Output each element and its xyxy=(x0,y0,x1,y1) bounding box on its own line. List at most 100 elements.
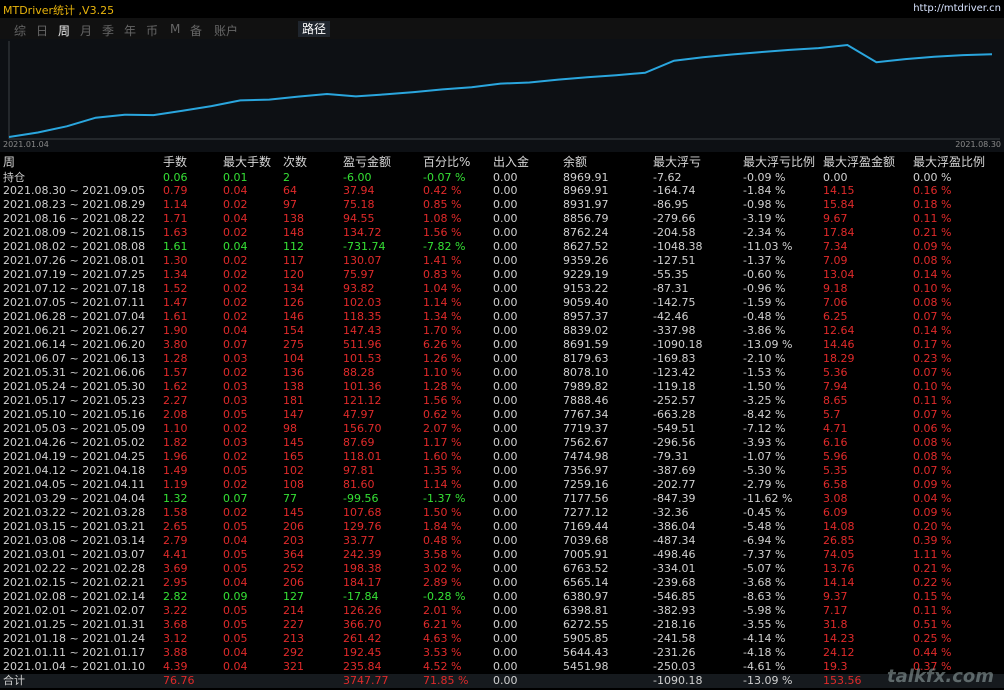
row-6-cell-7: 9229.19 xyxy=(563,268,609,281)
weekly-stats-table: 周 手数 最大手数 次数 盈亏金额 百分比% 出入金 余额 最大浮亏 最大浮亏比例 最大浮盈金额 最大… xyxy=(0,154,1004,690)
row-19-cell-2: 0.02 xyxy=(223,450,248,463)
row-19-cell-11: 0.08 % xyxy=(913,450,952,463)
path-button[interactable]: 路径 xyxy=(298,21,331,37)
table-row: 2021.07.12 ~ 2021.07.18 1.52 0.02 134 93.82 1… xyxy=(0,282,1004,296)
table-row: 2021.05.24 ~ 2021.05.30 1.62 0.03 138 101.36… xyxy=(0,380,1004,394)
row-8-cell-8: -142.75 xyxy=(653,296,696,309)
row-13-cell-1: 1.57 xyxy=(163,366,188,379)
header-cell-0: 周 xyxy=(3,155,16,169)
chart-start-date: 2021.01.04 xyxy=(3,140,49,149)
row-33-cell-7: 5644.43 xyxy=(563,646,609,659)
row-34-cell-10: 19.3 xyxy=(823,660,848,673)
row-5-cell-5: 1.41 % xyxy=(423,254,462,267)
table-row: 2021.04.12 ~ 2021.04.18 1.49 0.05 102 97.81 1… xyxy=(0,464,1004,478)
row-11-cell-4: 511.96 xyxy=(343,338,382,351)
row-0-cell-1: 0.79 xyxy=(163,184,188,197)
row-18-cell-7: 7562.67 xyxy=(563,436,609,449)
open-cell-3: 2 xyxy=(283,171,290,184)
row-26-cell-1: 4.41 xyxy=(163,548,188,561)
row-25-cell-10: 26.85 xyxy=(823,534,855,547)
header-cell-2: 最大手数 xyxy=(223,155,272,169)
header-cell-11: 最大浮盈比例 xyxy=(913,155,986,169)
tab-1[interactable]: 日 xyxy=(36,24,49,38)
tab-6[interactable]: 币 xyxy=(146,24,159,38)
row-27-cell-10: 13.76 xyxy=(823,562,855,575)
row-25-cell-1: 2.79 xyxy=(163,534,188,547)
tab-0[interactable]: 综 xyxy=(14,24,27,38)
row-16-cell-11: 0.07 % xyxy=(913,408,952,421)
row-31-cell-6: 0.00 xyxy=(493,618,518,631)
row-13-cell-11: 0.07 % xyxy=(913,366,952,379)
row-30-cell-5: 2.01 % xyxy=(423,604,462,617)
row-9-cell-7: 8957.37 xyxy=(563,310,609,323)
row-14-cell-11: 0.10 % xyxy=(913,380,952,393)
tab-3[interactable]: 月 xyxy=(80,24,93,38)
row-28-cell-10: 14.14 xyxy=(823,576,855,589)
tab-8[interactable]: 备 xyxy=(190,24,203,38)
open-cell-1: 0.06 xyxy=(163,171,188,184)
row-10-cell-10: 12.64 xyxy=(823,324,855,337)
row-0-cell-11: 0.16 % xyxy=(913,184,952,197)
row-6-cell-1: 1.34 xyxy=(163,268,188,281)
row-29-cell-1: 2.82 xyxy=(163,590,188,603)
tab-9[interactable]: 账户 xyxy=(214,24,239,38)
row-14-cell-7: 7989.82 xyxy=(563,380,609,393)
row-29-cell-2: 0.09 xyxy=(223,590,248,603)
row-20-cell-0: 2021.04.12 ~ 2021.04.18 xyxy=(3,464,146,477)
row-27-cell-1: 3.69 xyxy=(163,562,188,575)
table-row: 2021.04.26 ~ 2021.05.02 1.82 0.03 145 87.69 1… xyxy=(0,436,1004,450)
row-7-cell-3: 134 xyxy=(283,282,304,295)
row-33-cell-11: 0.44 % xyxy=(913,646,952,659)
row-11-cell-5: 6.26 % xyxy=(423,338,462,351)
row-30-cell-1: 3.22 xyxy=(163,604,188,617)
header-cell-7: 余额 xyxy=(563,155,588,169)
row-8-cell-11: 0.08 % xyxy=(913,296,952,309)
row-27-cell-5: 3.02 % xyxy=(423,562,462,575)
table-row: 2021.06.07 ~ 2021.06.13 1.28 0.03 104 101.53… xyxy=(0,352,1004,366)
row-1-cell-2: 0.02 xyxy=(223,198,248,211)
row-22-cell-11: 0.04 % xyxy=(913,492,952,505)
tab-7[interactable]: M xyxy=(170,22,181,36)
row-26-cell-5: 3.58 % xyxy=(423,548,462,561)
tab-5[interactable]: 年 xyxy=(124,24,137,38)
row-20-cell-5: 1.35 % xyxy=(423,464,462,477)
row-10-cell-2: 0.04 xyxy=(223,324,248,337)
row-26-cell-11: 1.11 % xyxy=(913,548,952,561)
table-row: 2021.08.30 ~ 2021.09.05 0.79 0.04 64 37.94 0.… xyxy=(0,184,1004,198)
row-33-cell-5: 3.53 % xyxy=(423,646,462,659)
row-28-cell-11: 0.22 % xyxy=(913,576,952,589)
row-1-cell-0: 2021.08.23 ~ 2021.08.29 xyxy=(3,198,146,211)
tab-2[interactable]: 周 xyxy=(58,24,71,38)
row-19-cell-5: 1.60 % xyxy=(423,450,462,463)
row-9-cell-6: 0.00 xyxy=(493,310,518,323)
row-25-cell-9: -6.94 % xyxy=(743,534,786,547)
row-15-cell-8: -252.57 xyxy=(653,394,696,407)
row-17-cell-1: 1.10 xyxy=(163,422,188,435)
row-16-cell-3: 147 xyxy=(283,408,304,421)
row-5-cell-6: 0.00 xyxy=(493,254,518,267)
row-9-cell-1: 1.61 xyxy=(163,310,188,323)
site-link[interactable]: http://mtdriver.cn xyxy=(913,3,1001,14)
row-7-cell-5: 1.04 % xyxy=(423,282,462,295)
row-17-cell-3: 98 xyxy=(283,422,297,435)
row-20-cell-2: 0.05 xyxy=(223,464,248,477)
row-21-cell-3: 108 xyxy=(283,478,304,491)
row-22-cell-0: 2021.03.29 ~ 2021.04.04 xyxy=(3,492,146,505)
row-32-cell-10: 14.23 xyxy=(823,632,855,645)
tab-4[interactable]: 季 xyxy=(102,24,115,38)
row-26-cell-4: 242.39 xyxy=(343,548,382,561)
row-31-cell-7: 6272.55 xyxy=(563,618,609,631)
row-5-cell-1: 1.30 xyxy=(163,254,188,267)
row-32-cell-3: 213 xyxy=(283,632,304,645)
row-0-cell-8: -164.74 xyxy=(653,184,696,197)
table-row: 2021.06.14 ~ 2021.06.20 3.80 0.07 275 511.96… xyxy=(0,338,1004,352)
row-22-cell-1: 1.32 xyxy=(163,492,188,505)
row-6-cell-9: -0.60 % xyxy=(743,268,786,281)
row-0-cell-6: 0.00 xyxy=(493,184,518,197)
row-6-cell-10: 13.04 xyxy=(823,268,855,281)
row-14-cell-6: 0.00 xyxy=(493,380,518,393)
row-0-cell-5: 0.42 % xyxy=(423,184,462,197)
row-8-cell-5: 1.14 % xyxy=(423,296,462,309)
row-23-cell-10: 6.09 xyxy=(823,506,848,519)
row-13-cell-8: -123.42 xyxy=(653,366,696,379)
